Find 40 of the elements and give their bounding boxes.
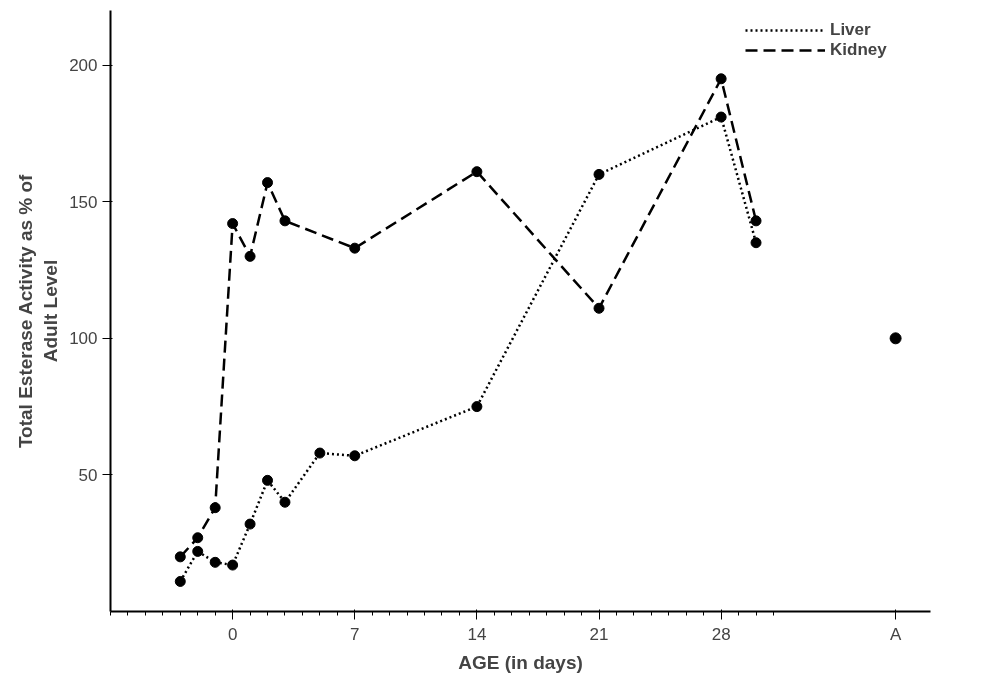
point [262, 474, 274, 486]
y-tick-label: 150 [69, 192, 98, 212]
legend-label: Liver [830, 20, 872, 40]
point [209, 556, 221, 568]
point [244, 518, 256, 530]
point [715, 111, 727, 123]
point [750, 215, 762, 227]
point [593, 302, 605, 314]
x-tick-label: 0 [227, 624, 238, 644]
point [279, 496, 291, 508]
x-tick-label: 7 [350, 624, 360, 644]
point [349, 450, 361, 462]
x-tick-label: 14 [467, 624, 487, 644]
point [471, 166, 483, 178]
point [750, 237, 762, 249]
point [227, 218, 239, 230]
x-tick-label: 21 [589, 624, 609, 644]
x-tick-label: A [889, 624, 902, 644]
point [715, 73, 727, 85]
point [209, 502, 221, 514]
point [889, 332, 902, 345]
point [227, 559, 239, 571]
y-tick-label: 200 [69, 56, 98, 76]
legend-label: Kidney [830, 40, 888, 60]
point [279, 215, 291, 227]
y-tick-label: 100 [69, 329, 98, 349]
point [349, 242, 361, 254]
y-tick-label: 50 [78, 465, 98, 485]
point [314, 447, 326, 459]
x-tick-label: 28 [711, 624, 731, 644]
point [174, 551, 186, 563]
point [593, 168, 605, 180]
point [244, 250, 256, 262]
point [262, 177, 274, 189]
point [192, 545, 204, 557]
point [174, 575, 186, 587]
point [471, 401, 483, 413]
y-axis-title: Total Esterase Activity as % of Adult Level [14, 173, 62, 449]
point [192, 532, 204, 544]
x-axis-title: AGE (in days) [458, 651, 583, 673]
